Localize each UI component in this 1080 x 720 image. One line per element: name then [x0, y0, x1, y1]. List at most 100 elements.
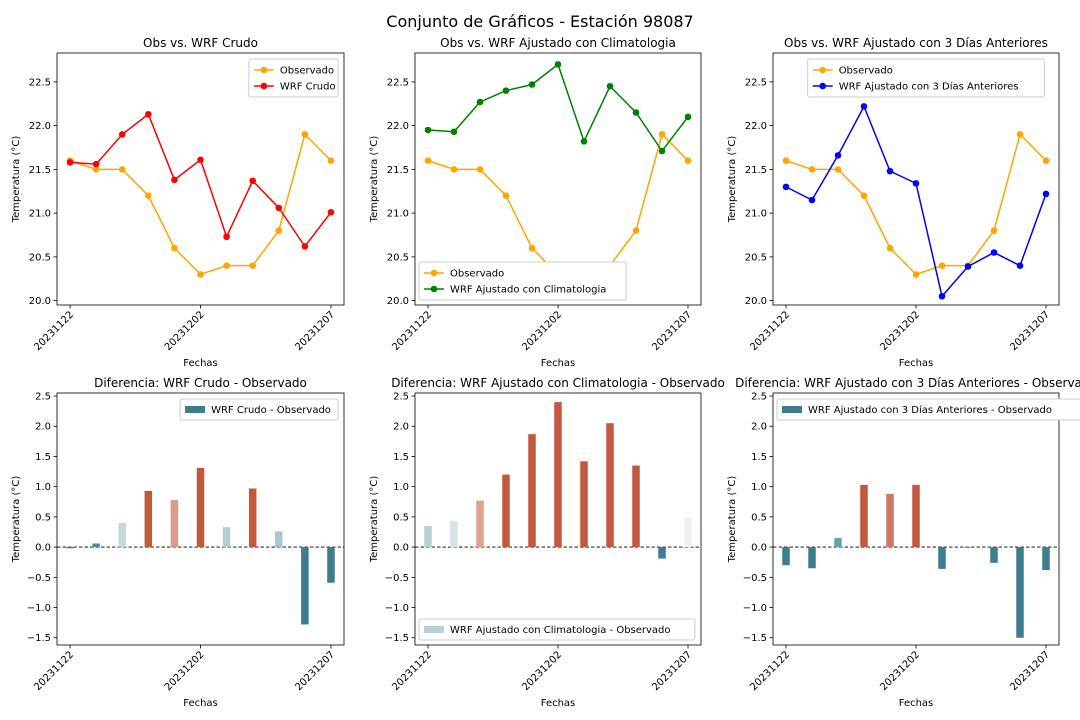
data-point — [92, 166, 100, 173]
bar — [554, 402, 562, 548]
y-tick-label: 20.5 — [745, 252, 767, 263]
legend: Observado WRF Crudo — [248, 58, 339, 98]
data-point — [301, 131, 309, 138]
bar — [196, 467, 205, 548]
y-tick-label: 22.5 — [387, 77, 409, 88]
y-tick-label: 0.5 — [393, 512, 409, 523]
legend-label: WRF Crudo - Observado — [211, 405, 331, 416]
y-tick-label: 0.5 — [751, 512, 767, 523]
chart-title: Diferencia: WRF Ajustado con 3 Días Ante… — [735, 376, 1080, 390]
data-point — [938, 262, 946, 269]
bar — [684, 516, 692, 548]
bar — [834, 538, 842, 548]
y-tick-label: 20.0 — [387, 296, 409, 307]
data-point — [886, 244, 894, 252]
x-axis-label: Fechas — [541, 358, 576, 369]
y-tick-label: 20.5 — [29, 252, 51, 263]
bar — [938, 547, 946, 569]
data-point — [580, 138, 588, 145]
legend-marker — [819, 66, 826, 74]
bar — [912, 484, 920, 548]
data-point — [197, 156, 204, 164]
bar — [606, 423, 614, 548]
legend: WRF Ajustado con Climatologia - Observad… — [418, 618, 696, 641]
data-point — [66, 159, 74, 166]
x-tick-label: 20231122 — [32, 649, 76, 693]
data-point — [476, 98, 484, 106]
x-tick-label: 20231122 — [748, 649, 792, 693]
legend-box — [179, 398, 339, 421]
data-point — [782, 183, 790, 191]
data-point — [834, 166, 842, 173]
chart-panel-5: Diferencia: WRF Ajustado con Climatologi… — [369, 376, 725, 709]
data-point — [528, 81, 536, 88]
bar — [860, 484, 868, 548]
data-point — [632, 227, 640, 234]
chart-title: Obs vs. WRF Ajustado con 3 Días Anterior… — [784, 36, 1048, 50]
legend-label: WRF Ajustado con Climatologia — [450, 285, 606, 296]
y-tick-label: 21.0 — [387, 209, 409, 220]
x-tick-label: 20231202 — [878, 309, 922, 353]
legend-label: WRF Ajustado con 3 Días Anteriores — [839, 81, 1019, 93]
bar — [450, 521, 458, 548]
y-axis-label: Temperatura (°C) — [727, 476, 738, 564]
legend-swatch — [782, 406, 802, 413]
y-tick-label: 21.0 — [29, 209, 51, 220]
x-tick-label: 20231207 — [1008, 309, 1052, 353]
data-point — [938, 292, 946, 300]
y-tick-label: 2.0 — [35, 422, 51, 433]
legend-marker — [819, 82, 826, 90]
data-point — [834, 152, 842, 159]
legend-label: Observado — [839, 66, 893, 77]
chart-panel-3: Obs vs. WRF Ajustado con 3 Días Anterior… — [727, 36, 1060, 369]
data-point — [249, 177, 256, 185]
data-point — [632, 109, 640, 116]
y-tick-label: 2.0 — [393, 422, 409, 433]
legend-box — [807, 58, 1045, 98]
data-point — [860, 192, 868, 199]
bar — [144, 490, 153, 548]
data-point — [223, 233, 230, 241]
chart-title: Obs vs. WRF Ajustado con Climatologia — [440, 36, 676, 50]
figure-title: Conjunto de Gráficos - Estación 98087 — [386, 12, 693, 31]
legend-box — [418, 618, 696, 641]
chart-panel-2: Obs vs. WRF Ajustado con Climatologia 20.… — [369, 36, 702, 369]
data-point — [782, 157, 790, 164]
y-tick-label: 0.0 — [393, 543, 409, 554]
legend-label: WRF Ajustado con Climatologia - Observad… — [450, 625, 671, 636]
y-tick-label: −1.5 — [27, 633, 51, 644]
bar — [92, 543, 100, 548]
data-point — [808, 196, 816, 204]
y-axis-label: Temperatura (°C) — [369, 136, 380, 224]
y-tick-label: −1.0 — [385, 603, 409, 614]
bar — [808, 547, 816, 569]
legend-swatch — [185, 406, 206, 413]
data-point — [502, 87, 510, 94]
y-tick-label: 2.5 — [35, 392, 51, 403]
x-axis-label: Fechas — [183, 358, 218, 369]
data-point — [964, 263, 972, 270]
data-point — [171, 244, 178, 252]
legend: Observado WRF Ajustado con Climatologia — [418, 261, 627, 301]
y-tick-label: 22.5 — [29, 77, 51, 88]
data-point — [92, 160, 100, 168]
data-point — [249, 262, 256, 269]
y-axis-label: Temperatura (°C) — [11, 476, 22, 564]
y-tick-label: −1.0 — [27, 603, 51, 614]
x-tick-label: 20231207 — [293, 309, 337, 353]
y-tick-label: 20.0 — [29, 296, 51, 307]
y-tick-label: −1.0 — [743, 603, 767, 614]
data-point — [301, 243, 309, 250]
legend-box — [418, 261, 627, 301]
legend-swatch — [424, 626, 444, 633]
y-tick-label: 2.0 — [751, 422, 767, 433]
y-tick-label: 22.0 — [745, 121, 767, 132]
x-tick-label: 20231202 — [878, 649, 922, 693]
x-tick-label: 20231202 — [520, 649, 564, 693]
data-point — [145, 110, 152, 118]
bar — [424, 525, 432, 548]
legend-label: WRF Ajustado con 3 Días Anteriores - Obs… — [808, 404, 1052, 416]
data-point — [1042, 157, 1050, 164]
bar — [990, 547, 998, 563]
data-point — [554, 61, 562, 68]
